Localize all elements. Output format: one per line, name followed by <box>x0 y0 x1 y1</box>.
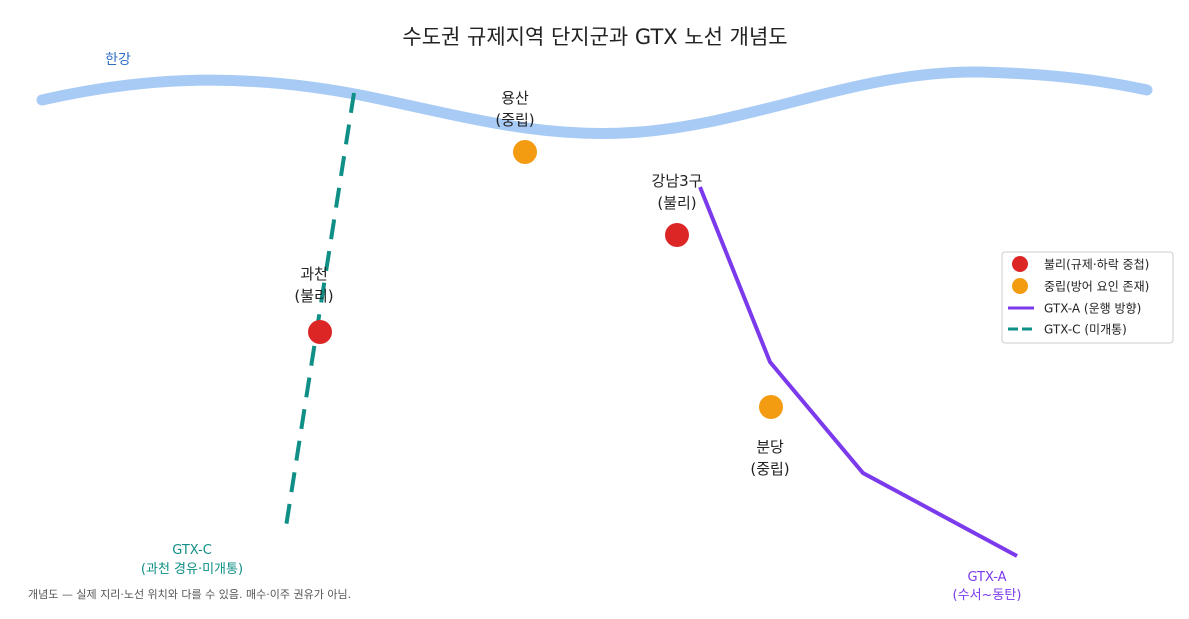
label-line: (중립) <box>750 460 789 478</box>
label-line: 분당 <box>756 438 784 456</box>
legend-box <box>1001 251 1174 344</box>
label-line: (불리) <box>657 194 696 212</box>
node-marker <box>759 395 783 419</box>
legend-entry: 중립(방어 요인 존재) <box>1044 280 1149 294</box>
legend-entry: GTX-C (미개통) <box>1044 323 1127 337</box>
gtx-a-line <box>698 186 1018 558</box>
legend-entry: 불리(규제·하락 중첩) <box>1044 258 1149 272</box>
node-marker <box>665 223 689 247</box>
label-line: (중립) <box>495 111 534 129</box>
label-line: GTX-C <box>172 543 212 558</box>
legend-marker <box>1012 256 1028 272</box>
node-label: 과천 (불리) <box>294 265 333 305</box>
legend-marker <box>1012 278 1028 294</box>
node-marker <box>513 140 537 164</box>
river-label: 한강 <box>105 52 131 68</box>
line-label: GTX-A (수서~동탄) <box>953 570 1022 603</box>
legend-entry: GTX-A (운행 방향) <box>1044 301 1141 316</box>
gtx-c-line <box>283 92 356 534</box>
footnote: 개념도 — 실제 지리·노선 위치와 다를 수 있음. 매수·이주 권유가 아님… <box>28 588 351 601</box>
label-line: GTX-A <box>967 570 1006 585</box>
node-marker <box>308 320 332 344</box>
label-line: 강남3구 <box>652 172 703 190</box>
node-label: 강남3구 (불리) <box>652 172 703 212</box>
river <box>36 66 1153 140</box>
legend: 불리(규제·하락 중첩) 중립(방어 요인 존재) GTX-A (운행 방향) … <box>1001 251 1174 344</box>
node-label: 용산 (중립) <box>495 89 534 129</box>
label-line: 과천 <box>300 265 328 283</box>
node-label: 분당 (중립) <box>750 438 789 478</box>
label-line: 용산 <box>501 89 529 107</box>
line-label: GTX-C (과천 경유·미개통) <box>141 543 243 577</box>
title: 수도권 규제지역 단지군과 GTX 노선 개념도 <box>402 25 787 49</box>
label-line: (과천 경유·미개통) <box>141 562 243 577</box>
label-line: (불리) <box>294 287 333 305</box>
label-line: (수서~동탄) <box>953 588 1022 603</box>
